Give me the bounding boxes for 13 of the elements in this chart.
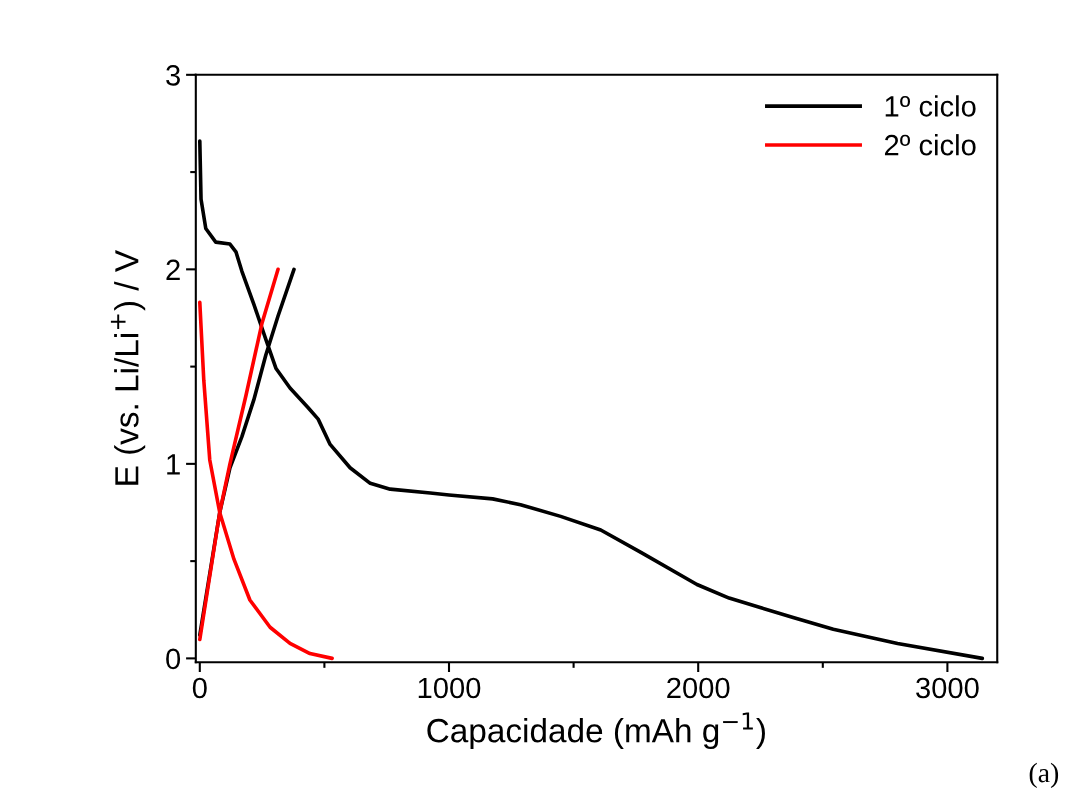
legend-label: 1º ciclo: [885, 95, 976, 117]
text: (a): [1029, 762, 1059, 789]
y-tick-label: 3: [166, 65, 180, 86]
y-axis-title: E (vs. Li/Li$^{+}$) / V: [110, 250, 146, 485]
y-tick-label: 1: [167, 454, 180, 475]
x-axis-title: Capacidade (mAh g$^{−1}$): [427, 712, 765, 750]
x-tick-label: 3000: [916, 677, 979, 699]
y-tick-label: 0: [166, 648, 181, 670]
legend-label: 2º ciclo: [884, 134, 976, 156]
x-tick-label: 2000: [667, 677, 730, 699]
y-tick-label: 2: [166, 259, 180, 280]
x-tick-label: 1000: [418, 677, 481, 699]
x-tick-label: 0: [192, 677, 207, 699]
